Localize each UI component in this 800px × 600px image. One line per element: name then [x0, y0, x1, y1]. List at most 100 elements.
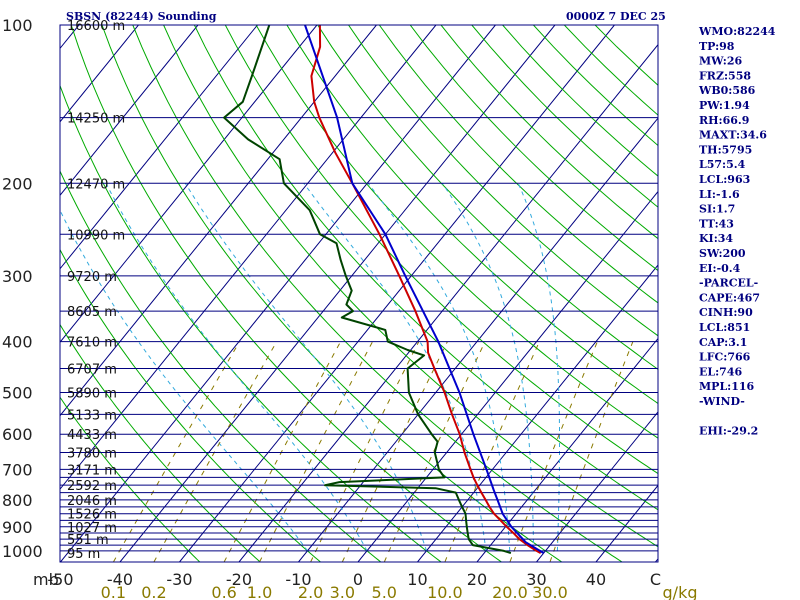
height-label: 16600 m	[67, 19, 125, 34]
index-value: KI:34	[699, 232, 733, 245]
dry-adiabat-line	[348, 25, 658, 337]
index-value: LFC:766	[699, 351, 751, 364]
height-label: 3780 m	[67, 446, 117, 461]
temperature-tick-label: -40	[107, 570, 133, 589]
temperature-tick-label: -20	[226, 570, 252, 589]
isotherm-line	[60, 25, 199, 197]
temperature-tick-label: -30	[166, 570, 192, 589]
index-value: TH:5795	[699, 143, 752, 156]
dry-adiabat-line	[193, 25, 658, 511]
height-label: 95 m	[67, 547, 100, 562]
dry-adiabat-line	[286, 25, 658, 405]
dry-adiabat-line	[163, 25, 658, 548]
isotherm-line	[536, 411, 658, 562]
pressure-tick-label: 300	[2, 267, 33, 286]
dry-adiabat-line	[378, 25, 658, 304]
dry-adiabat-line	[317, 25, 658, 370]
isotherm-line	[60, 25, 318, 344]
moist-adiabat-line	[105, 183, 368, 552]
station-title: SBSN (82244) Sounding	[66, 10, 217, 23]
index-value: LCL:963	[699, 173, 750, 186]
mixing-ratio-unit-label: g/kg	[663, 583, 698, 600]
mixing-ratio-tick-label: 10.0	[427, 583, 463, 600]
pressure-tick-label: 700	[2, 460, 33, 479]
moist-adiabat-line	[303, 183, 487, 551]
height-label: 2592 m	[67, 479, 117, 494]
height-label: 3171 m	[67, 463, 117, 478]
index-value: WB0:586	[698, 84, 756, 97]
index-value: MPL:116	[699, 380, 755, 393]
pressure-tick-label: 500	[2, 384, 33, 403]
index-value: EI:-0.4	[699, 262, 741, 275]
mixing-ratio-tick-label: 3.0	[330, 583, 355, 600]
dry-adiabat-line	[60, 248, 321, 562]
height-label: 551 m	[67, 533, 109, 548]
moist-adiabat-line	[517, 183, 560, 551]
pressure-tick-label: 900	[2, 518, 33, 537]
moist-adiabat-line	[60, 209, 308, 552]
isotherm-line	[0, 25, 19, 562]
mixing-ratio-line	[223, 341, 342, 562]
parcel-profile-line	[304, 25, 545, 554]
sounding-profiles	[223, 25, 545, 555]
isotherm-line	[60, 25, 496, 562]
dry-adiabat-line	[60, 84, 442, 562]
height-label: 5890 m	[67, 387, 117, 402]
temperature-tick-label: C	[650, 570, 661, 589]
temperature-tick-label: 30	[526, 570, 546, 589]
isotherm-line	[476, 337, 658, 562]
mixing-ratio-tick-label: 30.0	[532, 583, 568, 600]
height-label: 7610 m	[67, 336, 117, 351]
height-label: 5133 m	[67, 408, 117, 423]
moist-adiabat-line	[441, 183, 535, 551]
moist-adiabat-line	[367, 182, 511, 551]
index-value: TT:43	[699, 217, 734, 230]
index-value: CAP:3.1	[699, 336, 747, 349]
dry-adiabat-line	[70, 25, 502, 562]
isotherm-line	[179, 25, 615, 562]
mixing-ratio-line	[112, 341, 241, 562]
height-label: 14250 m	[67, 112, 125, 127]
pressure-tick-label: 100	[2, 16, 33, 35]
pressure-tick-label: 800	[2, 491, 33, 510]
sounding-time: 0000Z 7 DEC 25	[566, 10, 666, 23]
isotherm-line	[60, 25, 139, 123]
height-label: 1027 m	[67, 521, 117, 536]
mixing-ratio-tick-label: 20.0	[492, 583, 528, 600]
dry-adiabat-line	[60, 169, 382, 562]
index-value: L57:5.4	[699, 158, 746, 171]
plot-frame	[59, 24, 659, 563]
index-value: -PARCEL-	[699, 277, 758, 290]
index-value: MAXT:34.6	[699, 129, 767, 142]
index-value: MW:26	[699, 55, 742, 68]
isotherm-line	[60, 25, 377, 417]
dry-adiabat-line	[255, 25, 658, 439]
temperature-tick-label: 0	[353, 570, 363, 589]
height-label: 6707 m	[67, 362, 117, 377]
dry-adiabat-line	[224, 25, 658, 475]
index-value: LI:-1.6	[699, 188, 740, 201]
index-value: FRZ:558	[699, 69, 751, 82]
pressure-tick-label: 600	[2, 425, 33, 444]
index-value: PW:1.94	[699, 99, 750, 112]
height-label: 12470 m	[67, 177, 125, 192]
mixing-ratio-tick-label: 0.2	[141, 583, 166, 600]
isotherm-line	[238, 43, 658, 562]
isotherm-line	[60, 25, 437, 490]
mixing-ratio-tick-label: 5.0	[372, 583, 397, 600]
mixing-ratio-tick-label: 2.0	[298, 583, 323, 600]
isotherm-line	[417, 264, 658, 562]
index-value: LCL:851	[699, 321, 750, 334]
dry-adiabat-line	[60, 396, 201, 562]
pressure-tick-label: 200	[2, 174, 33, 193]
pressure-tick-label: 1000	[2, 542, 43, 561]
background-grid	[0, 25, 658, 562]
temperature-tick-label: -50	[47, 570, 73, 589]
dry-adiabat-line	[409, 25, 658, 272]
height-label: 2046 m	[67, 494, 117, 509]
dry-adiabat-line	[60, 323, 261, 562]
index-value: SI:1.7	[699, 203, 735, 216]
index-value: CAPE:467	[699, 291, 760, 304]
